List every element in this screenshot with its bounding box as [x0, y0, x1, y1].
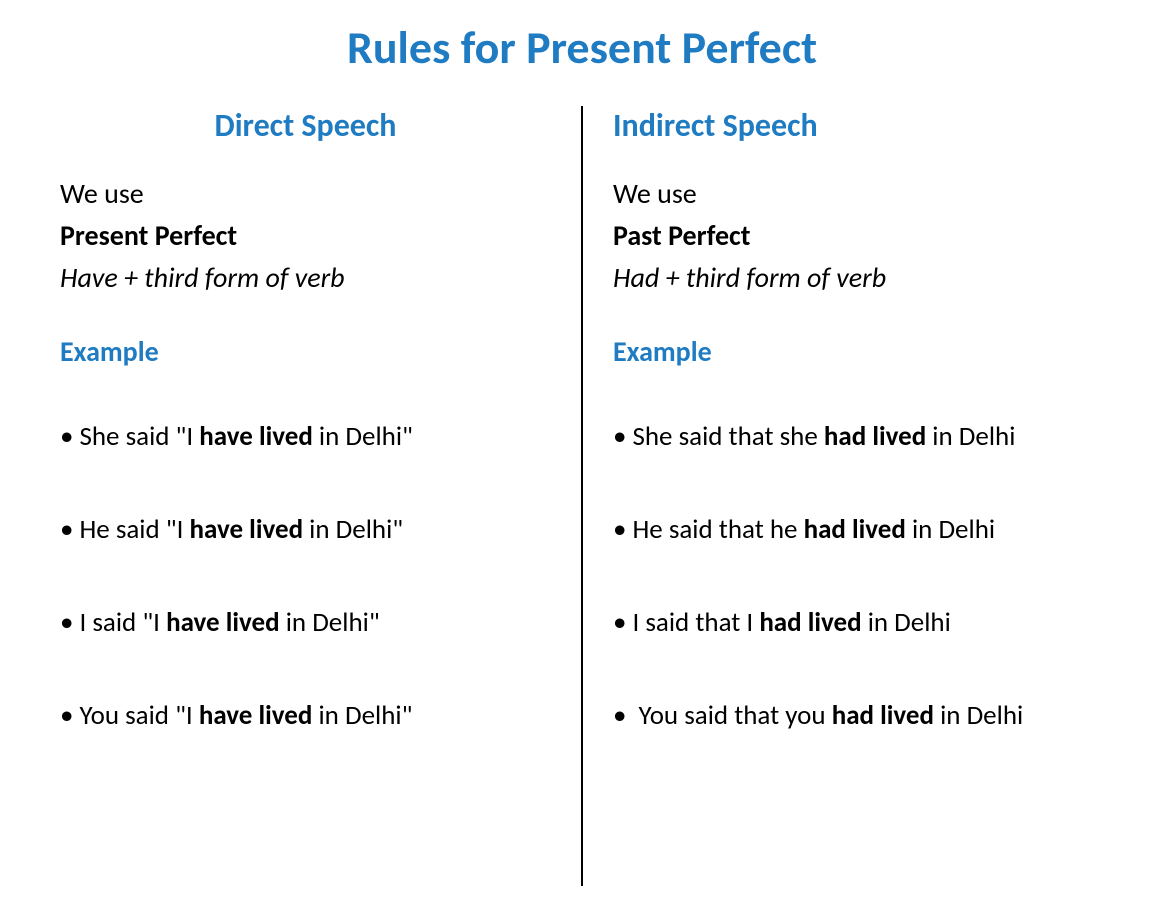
- formula: Have + third form of verb: [60, 257, 551, 299]
- example-bold: have lived: [199, 420, 313, 453]
- example-pre: He said that he: [632, 513, 803, 546]
- example-label: Example: [613, 334, 1104, 369]
- example-pre: You said that you: [632, 699, 831, 732]
- bullet-icon: •: [60, 699, 73, 732]
- example-post: in Delhi": [303, 513, 403, 546]
- bullet-icon: •: [60, 420, 73, 453]
- example-pre: You said "I: [79, 699, 198, 732]
- example-post: in Delhi": [313, 420, 413, 453]
- example-post: in Delhi: [934, 699, 1023, 732]
- indirect-speech-heading: Indirect Speech: [613, 106, 1104, 145]
- bullet-icon: •: [613, 606, 626, 639]
- example-bold: had lived: [824, 420, 926, 453]
- tense-name: Present Perfect: [60, 215, 551, 257]
- example-pre: I said "I: [79, 606, 166, 639]
- example-label: Example: [60, 334, 551, 369]
- example-pre: He said "I: [79, 513, 189, 546]
- direct-examples: •She said "I have lived in Delhi" •He sa…: [60, 419, 551, 733]
- bullet-icon: •: [60, 513, 73, 546]
- bullet-icon: •: [613, 420, 626, 453]
- intro-line: We use: [613, 173, 1104, 215]
- example-item: •He said "I have lived in Delhi": [60, 512, 551, 547]
- tense-name: Past Perfect: [613, 215, 1104, 257]
- example-bold: have lived: [190, 513, 304, 546]
- example-post: in Delhi: [906, 513, 995, 546]
- example-pre: I said that I: [632, 606, 759, 639]
- indirect-examples: •She said that she had lived in Delhi •H…: [613, 419, 1104, 733]
- bullet-icon: •: [613, 699, 626, 732]
- bullet-icon: •: [60, 606, 73, 639]
- page-title: Rules for Present Perfect: [30, 20, 1134, 76]
- example-pre: She said that she: [632, 420, 823, 453]
- example-item: •She said that she had lived in Delhi: [613, 419, 1104, 454]
- example-bold: had lived: [804, 513, 906, 546]
- example-post: in Delhi": [312, 699, 412, 732]
- indirect-intro: We use Past Perfect Had + third form of …: [613, 173, 1104, 299]
- example-bold: have lived: [199, 699, 313, 732]
- indirect-speech-column: Indirect Speech We use Past Perfect Had …: [583, 106, 1134, 886]
- intro-line: We use: [60, 173, 551, 215]
- example-post: in Delhi: [926, 420, 1015, 453]
- example-bold: had lived: [832, 699, 934, 732]
- columns-container: Direct Speech We use Present Perfect Hav…: [30, 106, 1134, 886]
- example-post: in Delhi: [862, 606, 951, 639]
- formula: Had + third form of verb: [613, 257, 1104, 299]
- example-bold: have lived: [166, 606, 280, 639]
- example-item: •He said that he had lived in Delhi: [613, 512, 1104, 547]
- example-item: •I said that I had lived in Delhi: [613, 605, 1104, 640]
- bullet-icon: •: [613, 513, 626, 546]
- example-item: •I said "I have lived in Delhi": [60, 605, 551, 640]
- example-bold: had lived: [759, 606, 861, 639]
- example-item: • You said that you had lived in Delhi: [613, 698, 1104, 733]
- direct-intro: We use Present Perfect Have + third form…: [60, 173, 551, 299]
- example-pre: She said "I: [79, 420, 199, 453]
- direct-speech-column: Direct Speech We use Present Perfect Hav…: [30, 106, 583, 886]
- example-post: in Delhi": [280, 606, 380, 639]
- direct-speech-heading: Direct Speech: [60, 106, 551, 145]
- example-item: •She said "I have lived in Delhi": [60, 419, 551, 454]
- example-item: •You said "I have lived in Delhi": [60, 698, 551, 733]
